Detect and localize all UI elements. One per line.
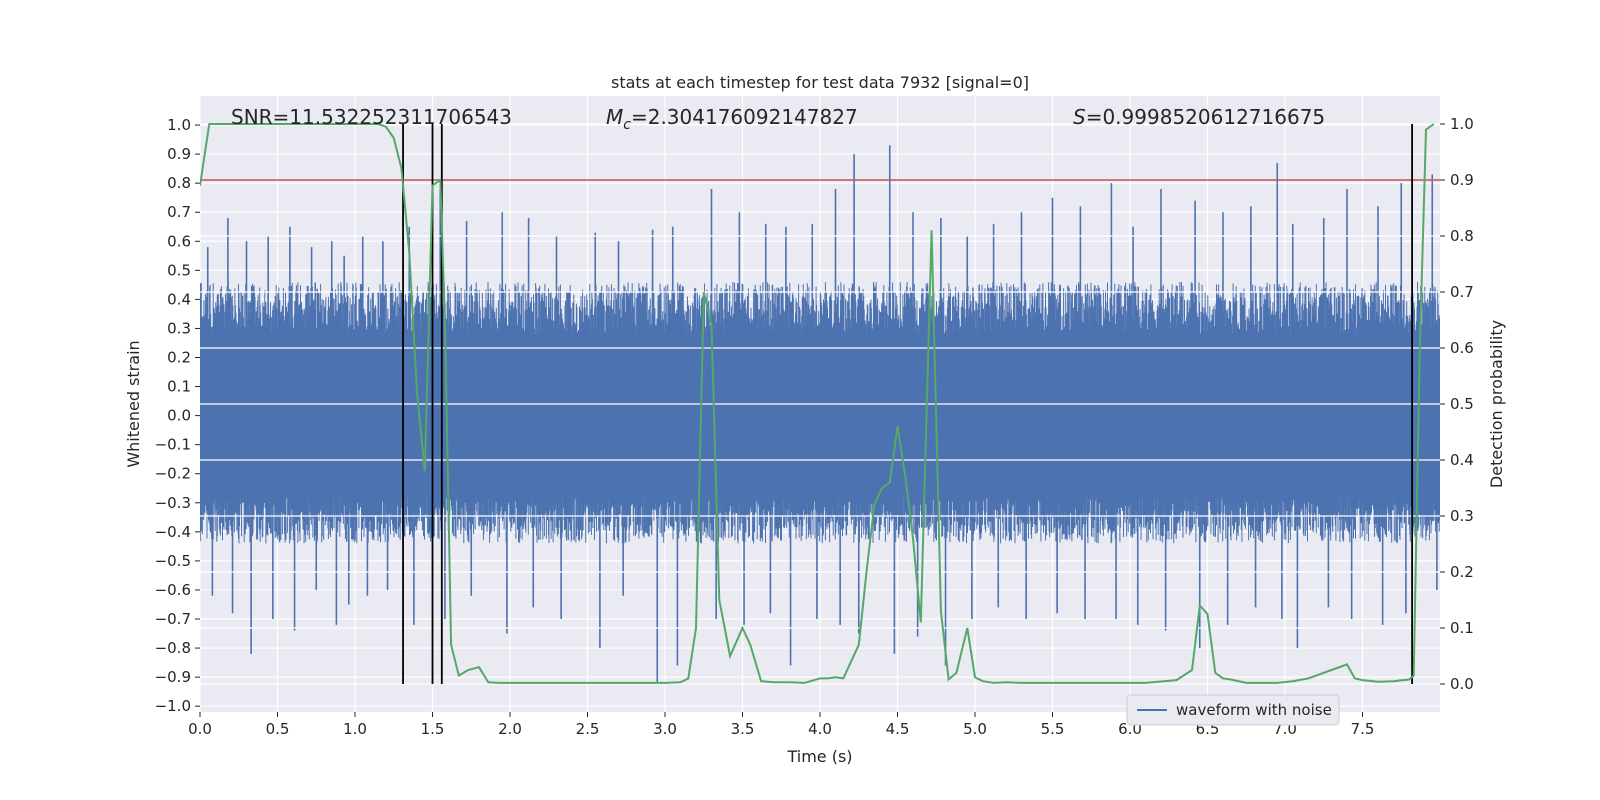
y-tick-label: 0.5 [167, 261, 191, 279]
y2-tick-labels: 0.0 0.1 0.2 0.3 0.4 0.5 0.6 0.7 0.8 0.9 1.0 [1440, 115, 1474, 693]
y2-tick-label: 0.5 [1450, 395, 1474, 413]
y2-tick-label: 0.7 [1450, 283, 1474, 301]
y2-tick-label: 0.1 [1450, 619, 1474, 637]
y-tick-label: 0.7 [167, 203, 191, 221]
legend: waveform with noise [1126, 694, 1340, 726]
y2-tick-label: 0.0 [1450, 675, 1474, 693]
y-tick-label: 0.3 [167, 319, 191, 337]
mc-symbol: M [606, 105, 623, 129]
y2-tick-label: 0.2 [1450, 563, 1474, 581]
y-tick-label: −0.2 [155, 465, 191, 483]
y-tick-label: 0.8 [167, 174, 191, 192]
chart-title: stats at each timestep for test data 793… [611, 73, 1029, 92]
y-tick-label: −0.9 [155, 668, 191, 686]
y-tick-label: −0.8 [155, 639, 191, 657]
y-tick-label: 0.2 [167, 349, 191, 367]
x-tick-label: 5.5 [1041, 720, 1065, 738]
legend-label: waveform with noise [1176, 701, 1332, 719]
y-tick-label: 0.0 [167, 407, 191, 425]
x-tick-label: 0.5 [266, 720, 290, 738]
s-symbol: S [1073, 105, 1086, 129]
s-value: =0.9998520612716675 [1086, 105, 1325, 129]
y-tick-label: −0.1 [155, 436, 191, 454]
y2-tick-label: 1.0 [1450, 115, 1474, 133]
legend-box [1126, 694, 1340, 726]
waveform-body [200, 282, 1440, 544]
y2-tick-label: 0.6 [1450, 339, 1474, 357]
y-tick-label: −0.6 [155, 581, 191, 599]
y-tick-label: 0.9 [167, 145, 191, 163]
mc-value: =2.304176092147827 [631, 105, 858, 129]
y-tick-labels: −1.0 −0.9 −0.8 −0.7 −0.6 −0.5 −0.4 −0.3 −0.2 −0.1… [155, 116, 200, 715]
y-tick-label: −0.5 [155, 552, 191, 570]
y-tick-label: −0.7 [155, 610, 191, 628]
x-tick-label: 7.5 [1351, 720, 1375, 738]
x-tick-label: 4.0 [808, 720, 832, 738]
y-tick-label: 1.0 [167, 116, 191, 134]
y-tick-label: −1.0 [155, 697, 191, 715]
x-tick-label: 5.0 [963, 720, 987, 738]
x-tick-label: 4.5 [886, 720, 910, 738]
x-tick-label: 3.0 [653, 720, 677, 738]
y-tick-label: 0.1 [167, 378, 191, 396]
y-tick-label: 0.4 [167, 290, 191, 308]
snr-annotation: SNR=11.532252311706543 [231, 105, 512, 129]
overlay-lines [200, 123, 1440, 684]
y2-tick-label: 0.8 [1450, 227, 1474, 245]
y2-tick-label: 0.3 [1450, 507, 1474, 525]
y2-axis-label: Detection probability [1487, 320, 1506, 488]
mc-subscript: c [623, 117, 631, 133]
x-tick-label: 1.5 [421, 720, 445, 738]
x-tick-label: 0.0 [188, 720, 212, 738]
y-axis-label: Whitened strain [124, 340, 143, 467]
y-tick-label: −0.3 [155, 494, 191, 512]
x-tick-label: 3.5 [731, 720, 755, 738]
s-annotation: S=0.9998520612716675 [1073, 105, 1325, 129]
x-axis-label: Time (s) [786, 747, 852, 766]
y2-tick-label: 0.4 [1450, 451, 1474, 469]
x-tick-label: 2.0 [498, 720, 522, 738]
y2-tick-label: 0.9 [1450, 171, 1474, 189]
x-tick-label: 1.0 [343, 720, 367, 738]
detection-probability-line [200, 123, 1435, 684]
x-tick-label: 2.5 [576, 720, 600, 738]
chirp-mass-annotation: Mc=2.304176092147827 [606, 105, 858, 133]
y-tick-label: 0.6 [167, 232, 191, 250]
y-tick-label: −0.4 [155, 523, 191, 541]
